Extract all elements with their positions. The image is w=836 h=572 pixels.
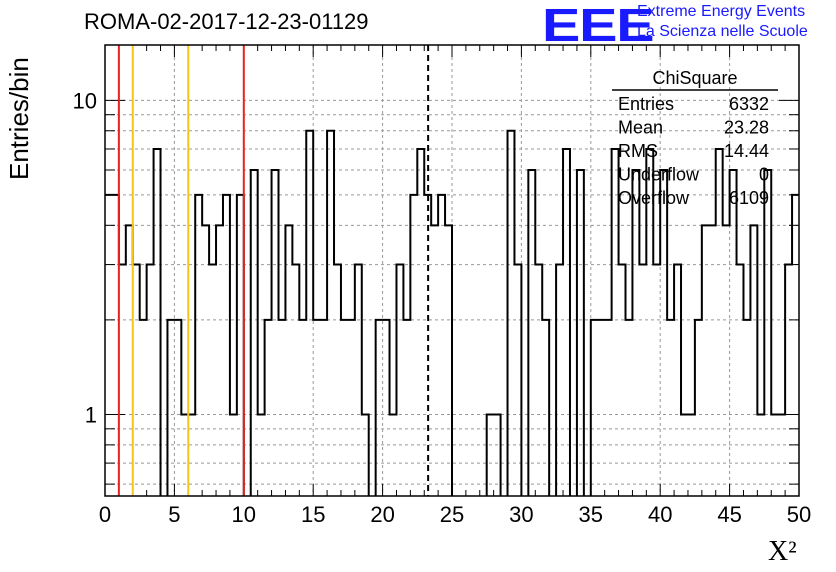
x-tick-label: 50 [787,502,811,527]
tick-labels: 0 5 10 15 20 25 30 35 40 45 50 1 10 [73,88,812,527]
x-tick-label: 5 [168,502,180,527]
stats-row-value: 6332 [729,94,769,114]
stats-row-label: Overflow [618,188,690,208]
stats-row-label: Underflow [618,165,700,185]
stats-row-label: Entries [618,94,674,114]
stats-row-value: 0 [759,165,769,185]
stats-row-value: 14.44 [724,141,769,161]
y-tick-label: 1 [85,402,97,427]
x-tick-label: 10 [232,502,256,527]
logo-tagline-1: Extreme Energy Events [637,3,806,20]
reference-lines [117,45,430,496]
stats-title: ChiSquare [652,68,737,88]
eee-logo: EEE [542,0,655,51]
x-tick-label: 20 [370,502,394,527]
grid [105,45,799,496]
stats-row-label: Mean [618,118,663,138]
stats-box: ChiSquare Entries 6332 Mean 23.28 RMS 14.44 Und… [612,68,778,208]
x-tick-label: 25 [440,502,464,527]
plot-frame [104,44,800,497]
x-tick-label: 45 [717,502,741,527]
x-tick-label: 35 [579,502,603,527]
chart-title: ROMA-02-2017-12-23-01129 [84,9,369,34]
stats-row-label: RMS [618,141,658,161]
x-tick-label: 40 [648,502,672,527]
x-tick-label: 0 [99,502,111,527]
logo-tagline-2: La Scienza nelle Scuole [637,23,808,40]
stats-row-value: 23.28 [724,118,769,138]
stats-row-value: 6109 [729,188,769,208]
x-tick-label: 30 [509,502,533,527]
histogram-line [105,129,799,496]
x-tick-label: 15 [301,502,325,527]
x-axis-label: X² [768,536,797,567]
y-tick-label: 10 [73,88,97,113]
histogram-series [105,129,799,496]
